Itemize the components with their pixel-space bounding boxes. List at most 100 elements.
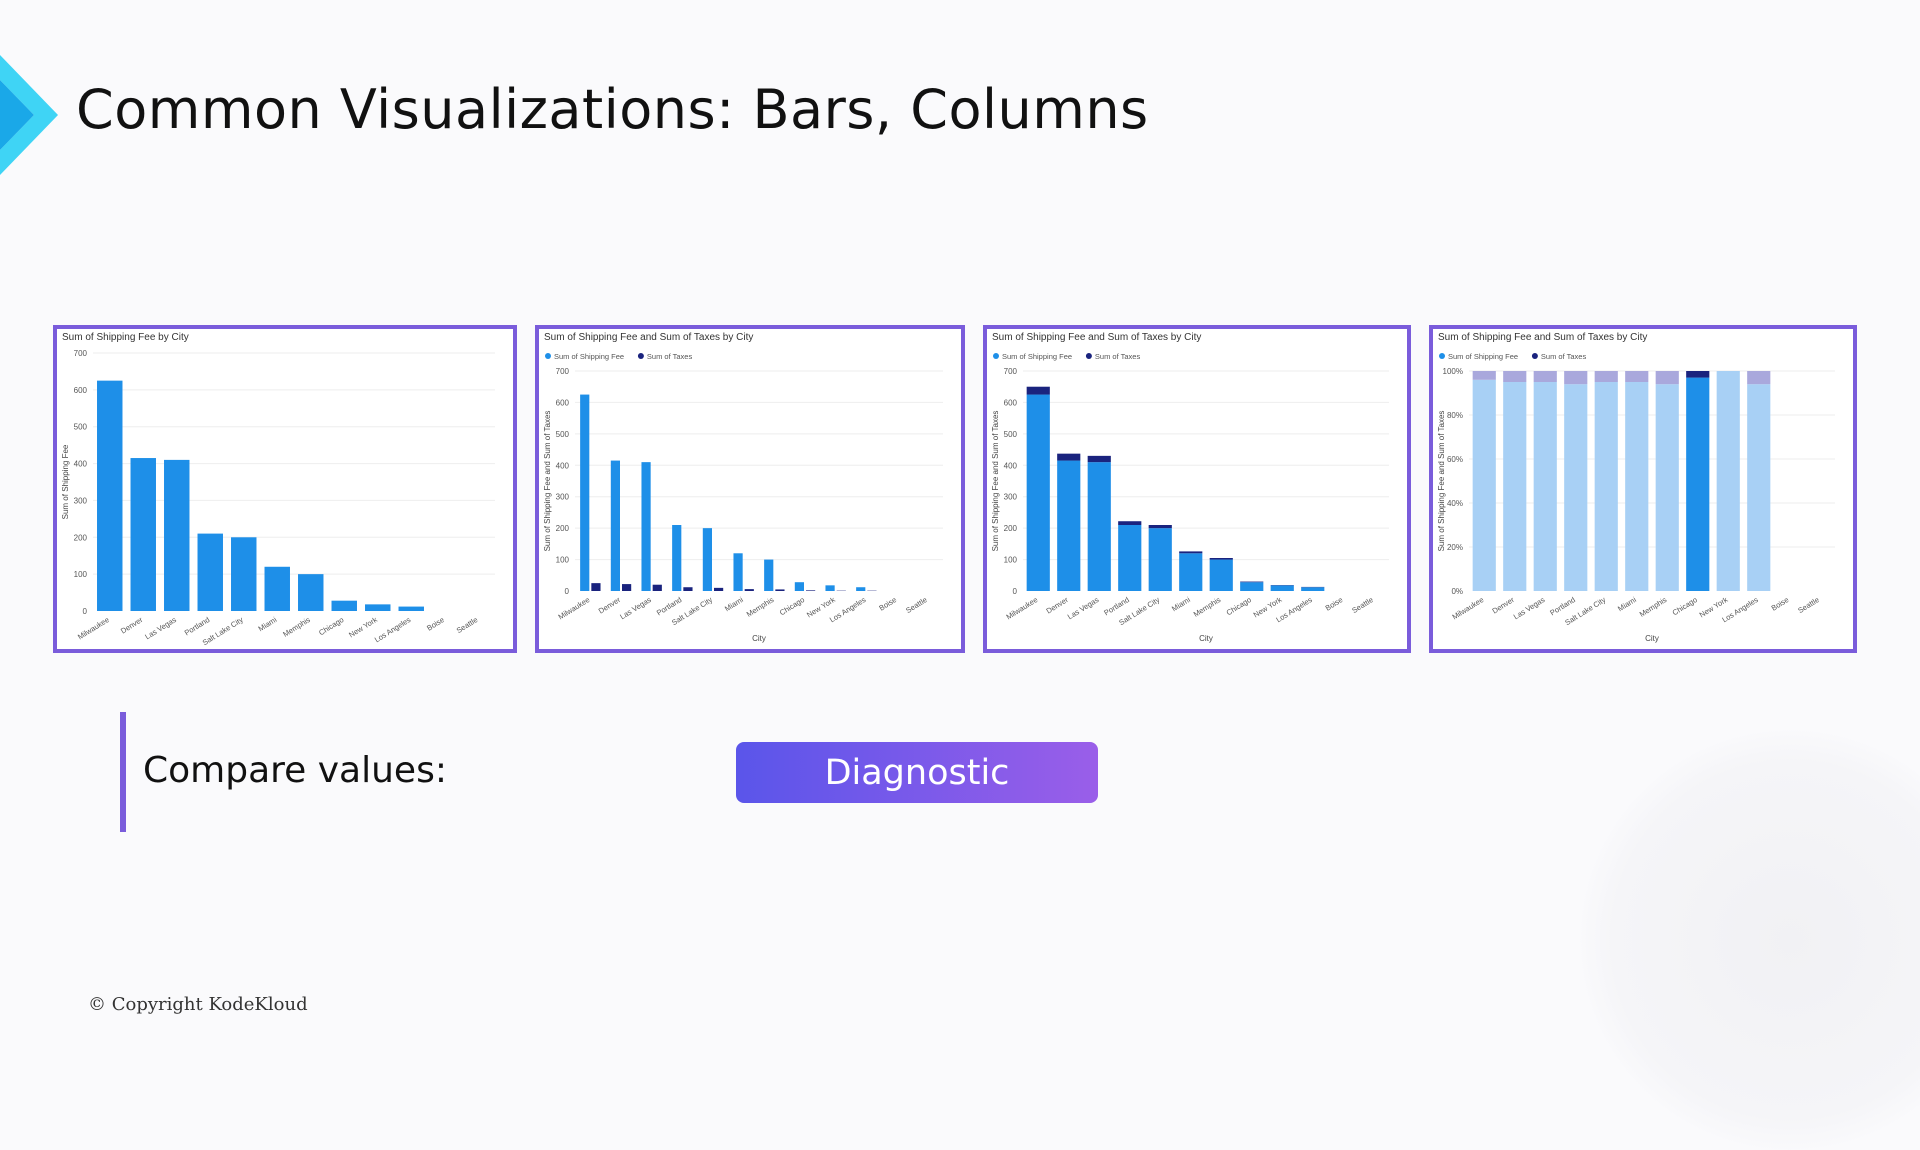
bar-shipping-fee [1534,382,1557,591]
bar-taxes [1088,456,1111,462]
x-tick-label: Boise [877,595,898,613]
bar-taxes [591,583,600,591]
legend-label: Sum of Shipping Fee [554,352,624,361]
y-tick-label: 0 [1013,587,1018,596]
bar-taxes [1564,371,1587,384]
y-tick-label: 200 [556,524,570,533]
bar-taxes [1503,371,1526,382]
stacked-column-chart: Sum of Shipping Fee and Sum of Taxes by … [987,329,1407,649]
chart-title: Sum of Shipping Fee and Sum of Taxes by … [544,332,753,343]
bar-shipping-fee [1057,461,1080,591]
bar-taxes [1686,371,1709,378]
x-tick-label: Portland [183,615,211,637]
y-tick-label: 100 [556,556,570,565]
bar-shipping-fee [365,604,390,611]
x-tick-label: Seattle [1350,595,1375,615]
bar-shipping-fee [1595,382,1618,591]
y-tick-label: 0 [83,607,88,616]
legend-marker [545,353,551,359]
bar-taxes [775,589,784,591]
y-tick-label: 200 [1004,524,1018,533]
bar-shipping-fee [733,553,742,591]
bar-taxes [714,588,723,591]
chart-panel-2: Sum of Shipping Fee and Sum of Taxes by … [535,325,965,653]
y-tick-label: 600 [1004,398,1018,407]
y-tick-label: 600 [556,398,570,407]
bar-shipping-fee [1503,382,1526,591]
y-axis-label: Sum of Shipping Fee and Sum of Taxes [1437,411,1446,552]
background-decoration [1580,730,1920,1150]
x-axis-label: City [1645,634,1659,643]
bar-taxes [1595,371,1618,382]
chart-panel-3: Sum of Shipping Fee and Sum of Taxes by … [983,325,1411,653]
bar-shipping-fee [1656,384,1679,591]
y-tick-label: 200 [74,533,88,542]
x-tick-label: Milwaukee [76,615,111,641]
legend-marker [993,353,999,359]
y-tick-label: 100% [1443,367,1463,376]
bar-taxes [745,589,754,591]
bar-shipping-fee [332,601,357,611]
legend-marker [638,353,644,359]
bar-taxes [1057,454,1080,461]
x-tick-label: Memphis [1192,595,1223,619]
bar-shipping-fee [1686,378,1709,591]
bar-shipping-fee [1179,553,1202,591]
bar-shipping-fee [1747,384,1770,591]
x-axis-label: City [1199,634,1213,643]
x-tick-label: Memphis [745,595,776,619]
legend-label: Sum of Taxes [647,352,693,361]
y-tick-label: 400 [1004,461,1018,470]
x-tick-label: Seattle [1796,595,1821,615]
bar-shipping-fee [1717,371,1740,591]
bar-taxes [653,585,662,591]
x-tick-label: Seattle [904,595,929,615]
bar-shipping-fee [856,587,865,591]
clustered-column-chart: Sum of Shipping Fee and Sum of Taxes by … [539,329,961,649]
x-tick-label: Las Vegas [143,615,178,641]
bar-shipping-fee [764,560,773,591]
x-tick-label: Chicago [1225,595,1253,617]
bar-shipping-fee [1625,382,1648,591]
y-tick-label: 60% [1447,455,1463,464]
y-axis-label: Sum of Shipping Fee and Sum of Taxes [543,411,552,552]
bar-shipping-fee [231,537,256,611]
y-tick-label: 700 [1004,367,1018,376]
bar-shipping-fee [795,582,804,591]
y-tick-label: 400 [556,461,570,470]
chart-title: Sum of Shipping Fee and Sum of Taxes by … [1438,332,1647,343]
bar-taxes [683,587,692,591]
bar-chart-shipping-fee: Sum of Shipping Fee by City0100200300400… [57,329,513,649]
bar-shipping-fee [97,381,122,611]
x-tick-label: Boise [1770,595,1791,613]
bar-shipping-fee [672,525,681,591]
y-tick-label: 300 [556,493,570,502]
x-tick-label: Miami [1616,595,1638,613]
bar-taxes [622,584,631,591]
bar-shipping-fee [1271,585,1294,591]
bar-taxes [1747,371,1770,384]
y-tick-label: 500 [74,423,88,432]
bar-shipping-fee [298,574,323,611]
bar-taxes [1625,371,1648,382]
bar-shipping-fee [580,395,589,591]
bar-shipping-fee [641,462,650,591]
bar-taxes [1149,525,1172,528]
x-tick-label: Memphis [281,615,312,639]
percent-stacked-column-chart: Sum of Shipping Fee and Sum of Taxes by … [1433,329,1853,649]
legend-label: Sum of Taxes [1541,352,1587,361]
y-axis-label: Sum of Shipping Fee [61,444,70,519]
bar-taxes [806,590,815,591]
y-tick-label: 20% [1447,543,1463,552]
x-tick-label: Milwaukee [557,595,592,621]
legend-marker [1532,353,1538,359]
copyright-text: © Copyright KodeKloud [88,994,308,1015]
legend-marker [1086,353,1092,359]
bar-taxes [1534,371,1557,382]
bar-shipping-fee [1473,380,1496,591]
legend-label: Sum of Shipping Fee [1448,352,1518,361]
bar-shipping-fee [1027,395,1050,591]
x-tick-label: Chicago [778,595,806,617]
bar-taxes [1027,387,1050,395]
bar-shipping-fee [611,461,620,591]
